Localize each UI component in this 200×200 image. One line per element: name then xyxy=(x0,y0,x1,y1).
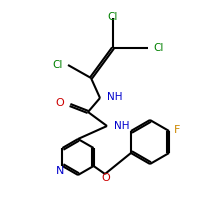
Text: O: O xyxy=(55,98,64,108)
Text: NH: NH xyxy=(114,121,130,131)
Text: NH: NH xyxy=(107,92,122,102)
Text: Cl: Cl xyxy=(53,60,63,70)
Text: N: N xyxy=(56,166,65,176)
Text: Cl: Cl xyxy=(153,43,163,53)
Text: Cl: Cl xyxy=(108,12,118,22)
Text: F: F xyxy=(174,125,180,135)
Text: O: O xyxy=(102,173,110,183)
